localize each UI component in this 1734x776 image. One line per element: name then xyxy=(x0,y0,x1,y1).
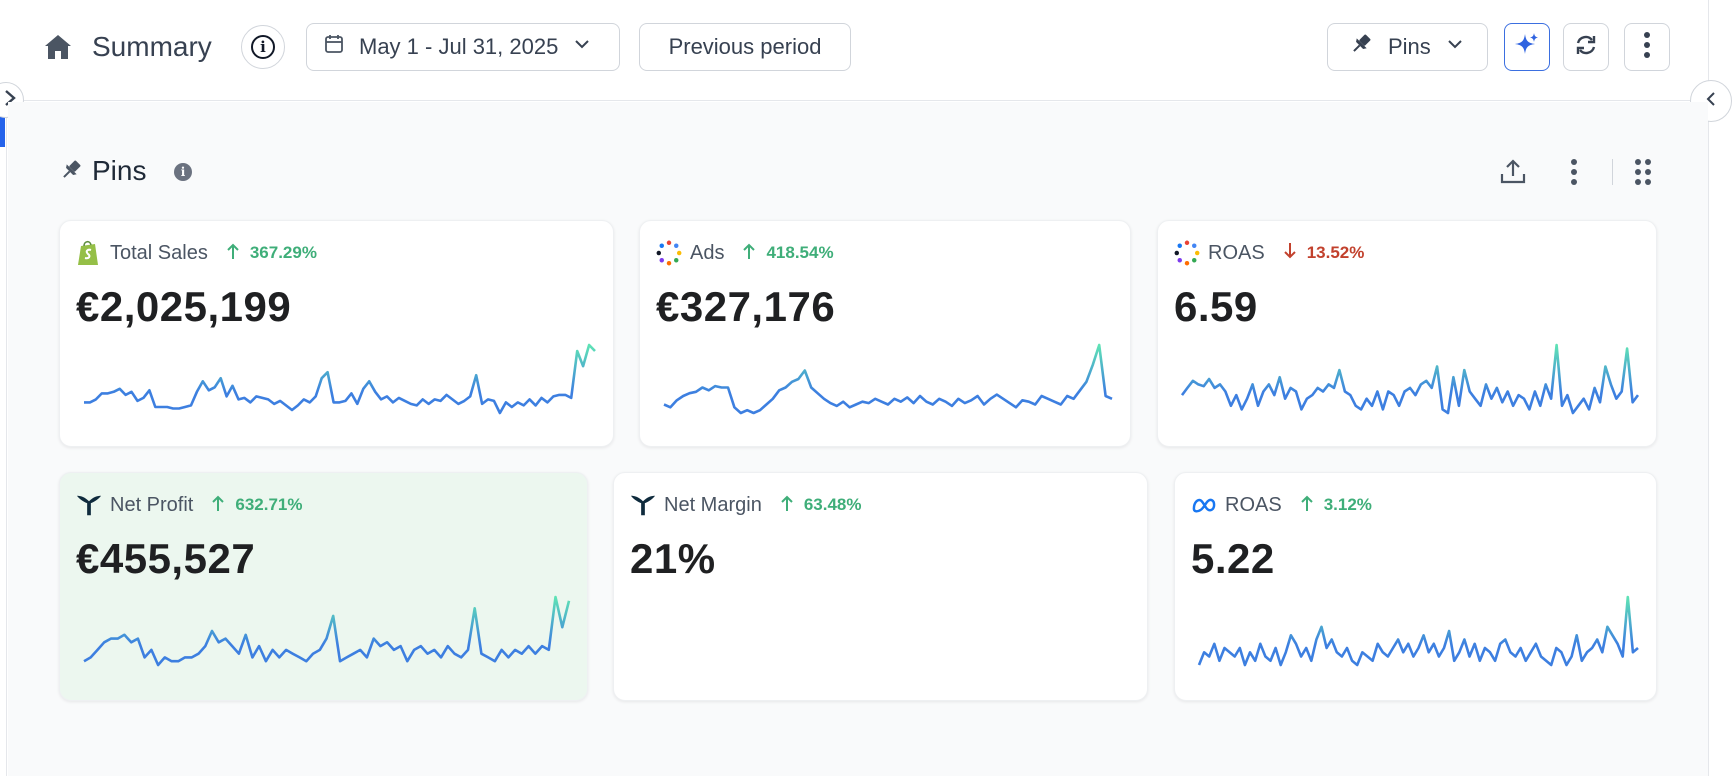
more-vertical-icon xyxy=(1642,31,1652,64)
metric-change-value: 418.54% xyxy=(766,243,834,262)
metric-card-header: Ads 418.54% xyxy=(656,239,834,267)
refresh-button[interactable] xyxy=(1563,23,1609,71)
more-vertical-icon[interactable] xyxy=(1559,157,1589,187)
info-button[interactable]: i xyxy=(241,25,285,69)
metric-change-value: 3.12% xyxy=(1323,495,1372,514)
toolbar-divider xyxy=(1612,159,1613,185)
left-rail-accent xyxy=(0,117,5,147)
metric-change-value: 13.52% xyxy=(1306,243,1365,262)
ai-assistant-button[interactable] xyxy=(1504,23,1550,71)
metric-name: Total Sales xyxy=(110,241,208,264)
arrow-up-icon xyxy=(780,494,794,517)
metric-card[interactable]: ROAS 13.52% 6.59 xyxy=(1157,220,1657,447)
metric-card-header: Total Sales 367.29% xyxy=(76,239,317,267)
sparkle-icon xyxy=(1513,31,1541,64)
metric-change-value: 63.48% xyxy=(803,495,862,514)
arrow-down-icon xyxy=(1283,242,1297,265)
sparkline-chart xyxy=(663,343,1113,415)
refresh-icon xyxy=(1573,32,1599,63)
chevron-down-icon xyxy=(1445,34,1465,60)
metric-value: 21% xyxy=(630,535,716,582)
metric-change-badge: 3.12% xyxy=(1300,494,1372,517)
metric-value: €2,025,199 xyxy=(76,283,292,330)
metric-card[interactable]: Net Profit 632.71% €455,527 xyxy=(59,472,588,701)
metric-card[interactable]: ROAS 3.12% 5.22 xyxy=(1174,472,1657,701)
multi-channel-icon xyxy=(656,240,682,266)
multi-channel-icon xyxy=(1174,240,1200,266)
metric-name: ROAS xyxy=(1225,493,1282,516)
calendar-icon xyxy=(323,33,345,61)
metric-change-badge: 632.71% xyxy=(211,494,302,517)
arrow-up-icon xyxy=(1300,494,1314,517)
sparkline-chart xyxy=(1180,343,1640,415)
metric-change-badge: 418.54% xyxy=(742,242,834,265)
sparkline-chart xyxy=(83,595,571,667)
sparkline-series xyxy=(663,343,1113,415)
shopify-icon xyxy=(76,240,102,266)
metric-card-header: Net Margin 63.48% xyxy=(630,491,861,519)
metric-name: Net Profit xyxy=(110,493,194,516)
arrow-up-icon xyxy=(211,494,225,517)
metric-value: €455,527 xyxy=(76,535,256,582)
pins-dropdown[interactable]: Pins xyxy=(1327,23,1488,71)
sparkline-series xyxy=(83,595,571,667)
compare-period-button[interactable]: Previous period xyxy=(639,23,851,71)
metric-value: €327,176 xyxy=(656,283,836,330)
date-range-picker[interactable]: May 1 - Jul 31, 2025 xyxy=(306,23,620,71)
chevron-down-icon xyxy=(572,34,592,60)
sparkline-chart xyxy=(84,343,596,415)
metric-card[interactable]: Total Sales 367.29% €2,025,199 xyxy=(59,220,614,447)
info-icon: i xyxy=(251,35,275,59)
sparkline-series xyxy=(1197,595,1639,667)
more-options-button[interactable] xyxy=(1624,23,1670,71)
date-range-label: May 1 - Jul 31, 2025 xyxy=(359,34,559,59)
triple-whale-icon xyxy=(630,492,656,518)
chevron-left-icon xyxy=(1704,89,1718,114)
sparkline-series xyxy=(84,343,596,415)
pins-label: Pins xyxy=(1388,34,1431,59)
metric-change-badge: 13.52% xyxy=(1283,242,1365,265)
pin-icon xyxy=(1348,31,1374,63)
header: Summary i May 1 - Jul 31, 2025 Previous … xyxy=(0,0,1708,101)
metric-value: 6.59 xyxy=(1174,283,1258,330)
right-rail xyxy=(1708,0,1734,776)
home-icon[interactable] xyxy=(42,31,74,63)
arrow-up-icon xyxy=(226,242,240,265)
metric-card-header: ROAS 13.52% xyxy=(1174,239,1364,267)
metric-card-header: ROAS 3.12% xyxy=(1191,491,1372,519)
sparkline-chart xyxy=(1197,595,1639,667)
metric-value: 5.22 xyxy=(1191,535,1275,582)
metric-card[interactable]: Ads 418.54% €327,176 xyxy=(639,220,1131,447)
left-rail xyxy=(0,0,7,776)
upload-icon[interactable] xyxy=(1498,157,1528,187)
page-title: Summary xyxy=(92,31,212,62)
metric-name: Ads xyxy=(690,241,725,264)
metric-card-header: Net Profit 632.71% xyxy=(76,491,302,519)
info-icon[interactable]: i xyxy=(174,163,192,181)
meta-icon xyxy=(1191,492,1217,518)
metric-change-badge: 63.48% xyxy=(780,494,862,517)
section-title: Pins xyxy=(92,155,147,186)
metric-card[interactable]: Net Margin 63.48% 21% xyxy=(613,472,1148,701)
sparkline-series xyxy=(1180,343,1640,415)
grip-icon[interactable] xyxy=(1628,157,1658,187)
metric-name: Net Margin xyxy=(664,493,762,516)
metric-name: ROAS xyxy=(1208,241,1265,264)
pin-icon xyxy=(58,157,84,183)
triple-whale-icon xyxy=(76,492,102,518)
metric-change-value: 367.29% xyxy=(249,243,317,262)
arrow-up-icon xyxy=(742,242,756,265)
metric-change-value: 632.71% xyxy=(235,495,303,514)
metric-change-badge: 367.29% xyxy=(226,242,317,265)
